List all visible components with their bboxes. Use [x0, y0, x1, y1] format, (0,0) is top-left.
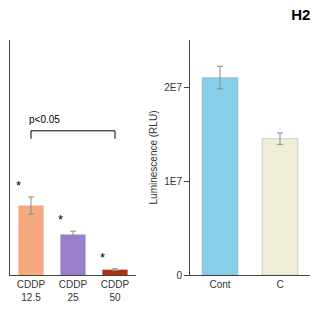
svg-text:*: * [16, 178, 21, 193]
svg-text:2E7: 2E7 [164, 82, 182, 93]
svg-text:0: 0 [176, 270, 182, 281]
svg-text:1E7: 1E7 [164, 176, 182, 187]
svg-text:CDDP12.5: CDDP12.5 [17, 279, 46, 303]
svg-text:C: C [276, 279, 283, 290]
svg-text:p<0.05: p<0.05 [29, 114, 60, 125]
svg-text:CDDP25: CDDP25 [59, 279, 88, 303]
svg-text:CDDP50: CDDP50 [101, 279, 130, 303]
svg-text:Luminescence (RLU): Luminescence (RLU) [148, 111, 159, 205]
svg-text:Cont: Cont [209, 279, 230, 290]
svg-text:*: * [58, 212, 63, 227]
svg-text:H2: H2 [291, 6, 310, 23]
svg-text:*: * [100, 250, 105, 265]
